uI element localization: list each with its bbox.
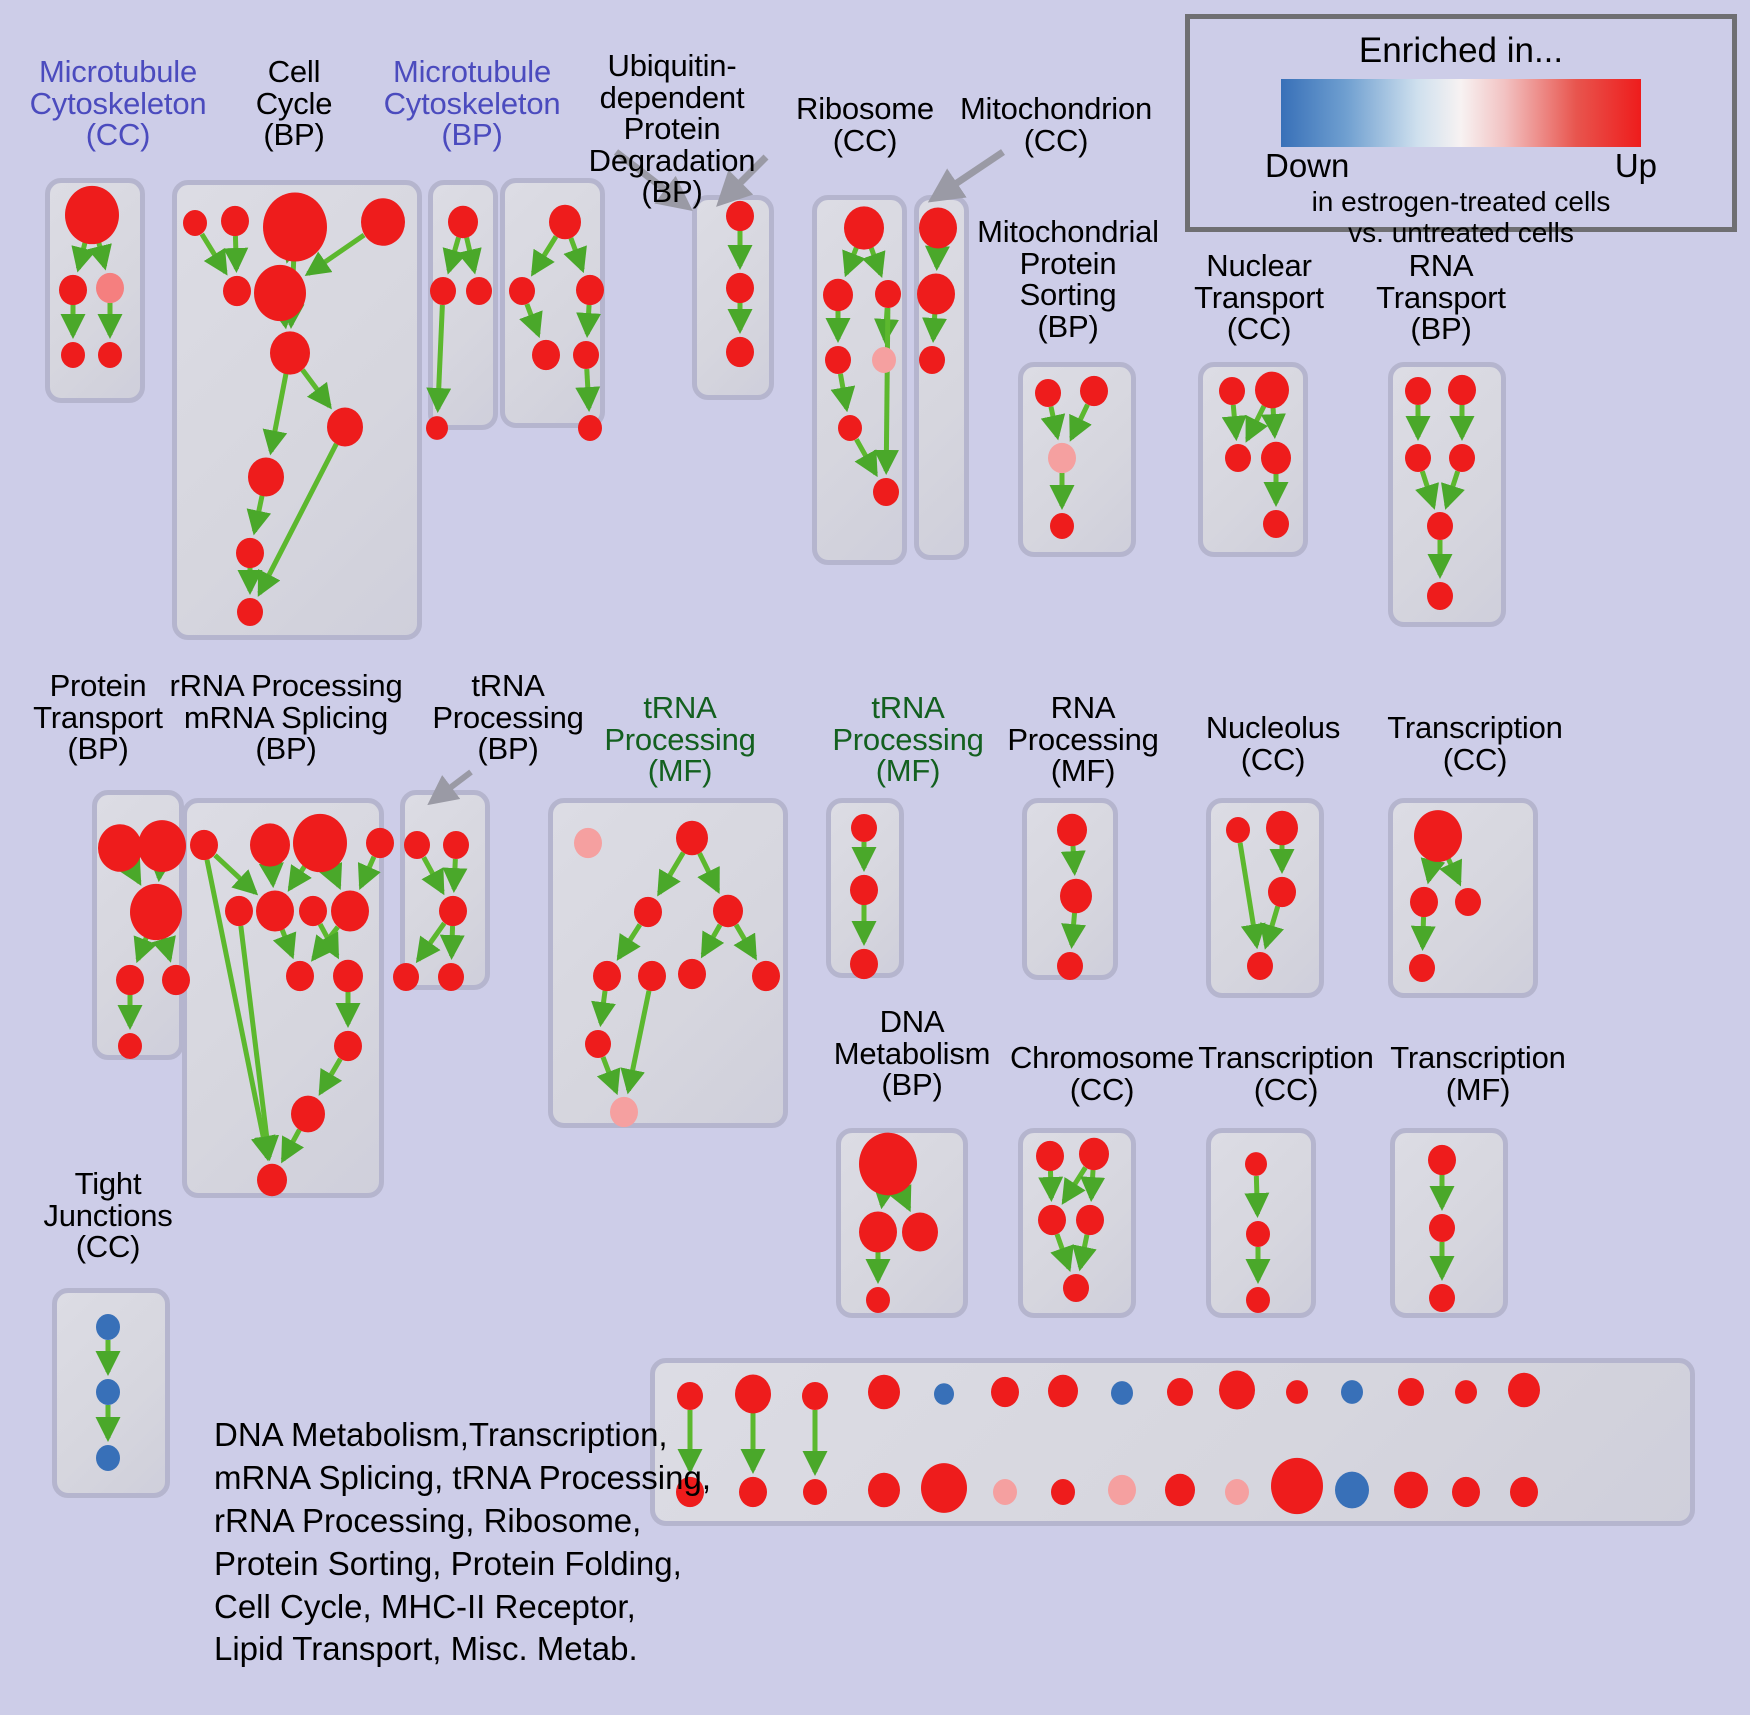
cluster-label-ribosome-cc: Ribosome (CC) <box>796 91 934 158</box>
cluster-label-nucleolus-cc: Nucleolus (CC) <box>1205 710 1341 777</box>
misc-terms-annotation: DNA Metabolism,Transcription, mRNA Splic… <box>214 1416 712 1668</box>
cluster-label-trna-processing-mf-2: tRNA Processing (MF) <box>832 690 984 789</box>
cluster-box <box>1388 362 1506 627</box>
cluster-label-transcription-cc-top: Transcription (CC) <box>1387 710 1563 777</box>
cluster-label-microtubule-cytoskeleton-cc: Microtubule Cytoskeleton (CC) <box>29 54 207 153</box>
cluster-box <box>52 1288 170 1498</box>
cluster-label-protein-transport-bp: Protein Transport (BP) <box>33 668 163 767</box>
cluster-box <box>45 178 145 403</box>
cluster-box <box>1206 1128 1316 1318</box>
cluster-label-chromosome-cc: Chromosome (CC) <box>1009 1040 1195 1107</box>
cluster-label-nuclear-transport-cc: Nuclear Transport (CC) <box>1194 248 1324 347</box>
cluster-box <box>1022 798 1118 980</box>
cluster-label-trna-processing-bp: tRNA Processing (BP) <box>432 668 584 767</box>
cluster-label-mitochondrion-cc: Mitochondrion (CC) <box>959 91 1153 158</box>
cluster-label-transcription-cc-bottom: Transcription (CC) <box>1198 1040 1374 1107</box>
cluster-box <box>836 1128 968 1318</box>
cluster-label-dna-metabolism-bp: DNA Metabolism (BP) <box>833 1004 991 1103</box>
cluster-box <box>400 790 490 990</box>
cluster-label-ubiquitin-dependent-protein-degradation-bp: Ubiquitin- dependent Protein Degradation… <box>588 48 756 210</box>
cluster-box <box>92 790 184 1060</box>
cluster-label-transcription-mf: Transcription (MF) <box>1390 1040 1566 1107</box>
cluster-box <box>428 180 498 430</box>
legend-panel: Enriched in... Down Up in estrogen-treat… <box>1185 14 1737 248</box>
cluster-label-tight-junctions-cc: Tight Junctions (CC) <box>43 1166 173 1265</box>
cluster-box <box>1390 1128 1508 1318</box>
cluster-label-rrna-processing-mrna-splicing-bp: rRNA Processing mRNA Splicing (BP) <box>169 668 403 767</box>
cluster-box <box>812 195 907 565</box>
cluster-box <box>548 798 788 1128</box>
legend-down-label: Down <box>1265 147 1350 184</box>
cluster-label-microtubule-cytoskeleton-bp: Microtubule Cytoskeleton (BP) <box>383 54 561 153</box>
cluster-label-trna-processing-mf-1: tRNA Processing (MF) <box>604 690 756 789</box>
legend-subtitle-line1: in estrogen-treated cells <box>1311 186 1611 217</box>
cluster-box <box>1388 798 1538 998</box>
cluster-box <box>182 798 384 1198</box>
cluster-box <box>1198 362 1308 557</box>
cluster-box <box>826 798 904 978</box>
legend-up-label: Up <box>1614 147 1657 184</box>
cluster-label-rna-transport-bp: RNA Transport (BP) <box>1376 248 1506 347</box>
legend-title: Enriched in... <box>1358 31 1564 70</box>
cluster-box <box>1018 1128 1136 1318</box>
cluster-box <box>1018 362 1136 557</box>
cluster-label-mitochondrial-protein-sorting-bp: Mitochondrial Protein Sorting (BP) <box>977 214 1159 344</box>
cluster-box <box>692 195 774 400</box>
legend-color-gradient-bar <box>1281 79 1641 147</box>
cluster-box <box>650 1358 1695 1526</box>
cluster-box <box>1206 798 1324 998</box>
cluster-label-cell-cycle-bp: Cell Cycle (BP) <box>255 54 333 153</box>
cluster-box <box>172 180 422 640</box>
legend-subtitle-line2: vs. untreated cells <box>1348 217 1574 249</box>
cluster-box <box>500 178 605 428</box>
cluster-label-rna-processing-mf: RNA Processing (MF) <box>1007 690 1159 789</box>
cluster-box <box>914 195 969 560</box>
